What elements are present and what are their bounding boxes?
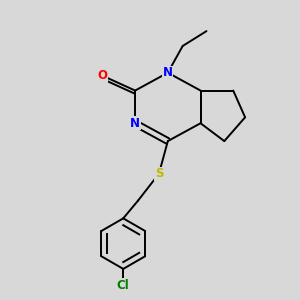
Text: O: O <box>98 69 107 82</box>
Text: N: N <box>130 117 140 130</box>
Text: N: N <box>163 66 173 79</box>
Text: Cl: Cl <box>117 279 130 292</box>
Text: S: S <box>155 167 163 180</box>
